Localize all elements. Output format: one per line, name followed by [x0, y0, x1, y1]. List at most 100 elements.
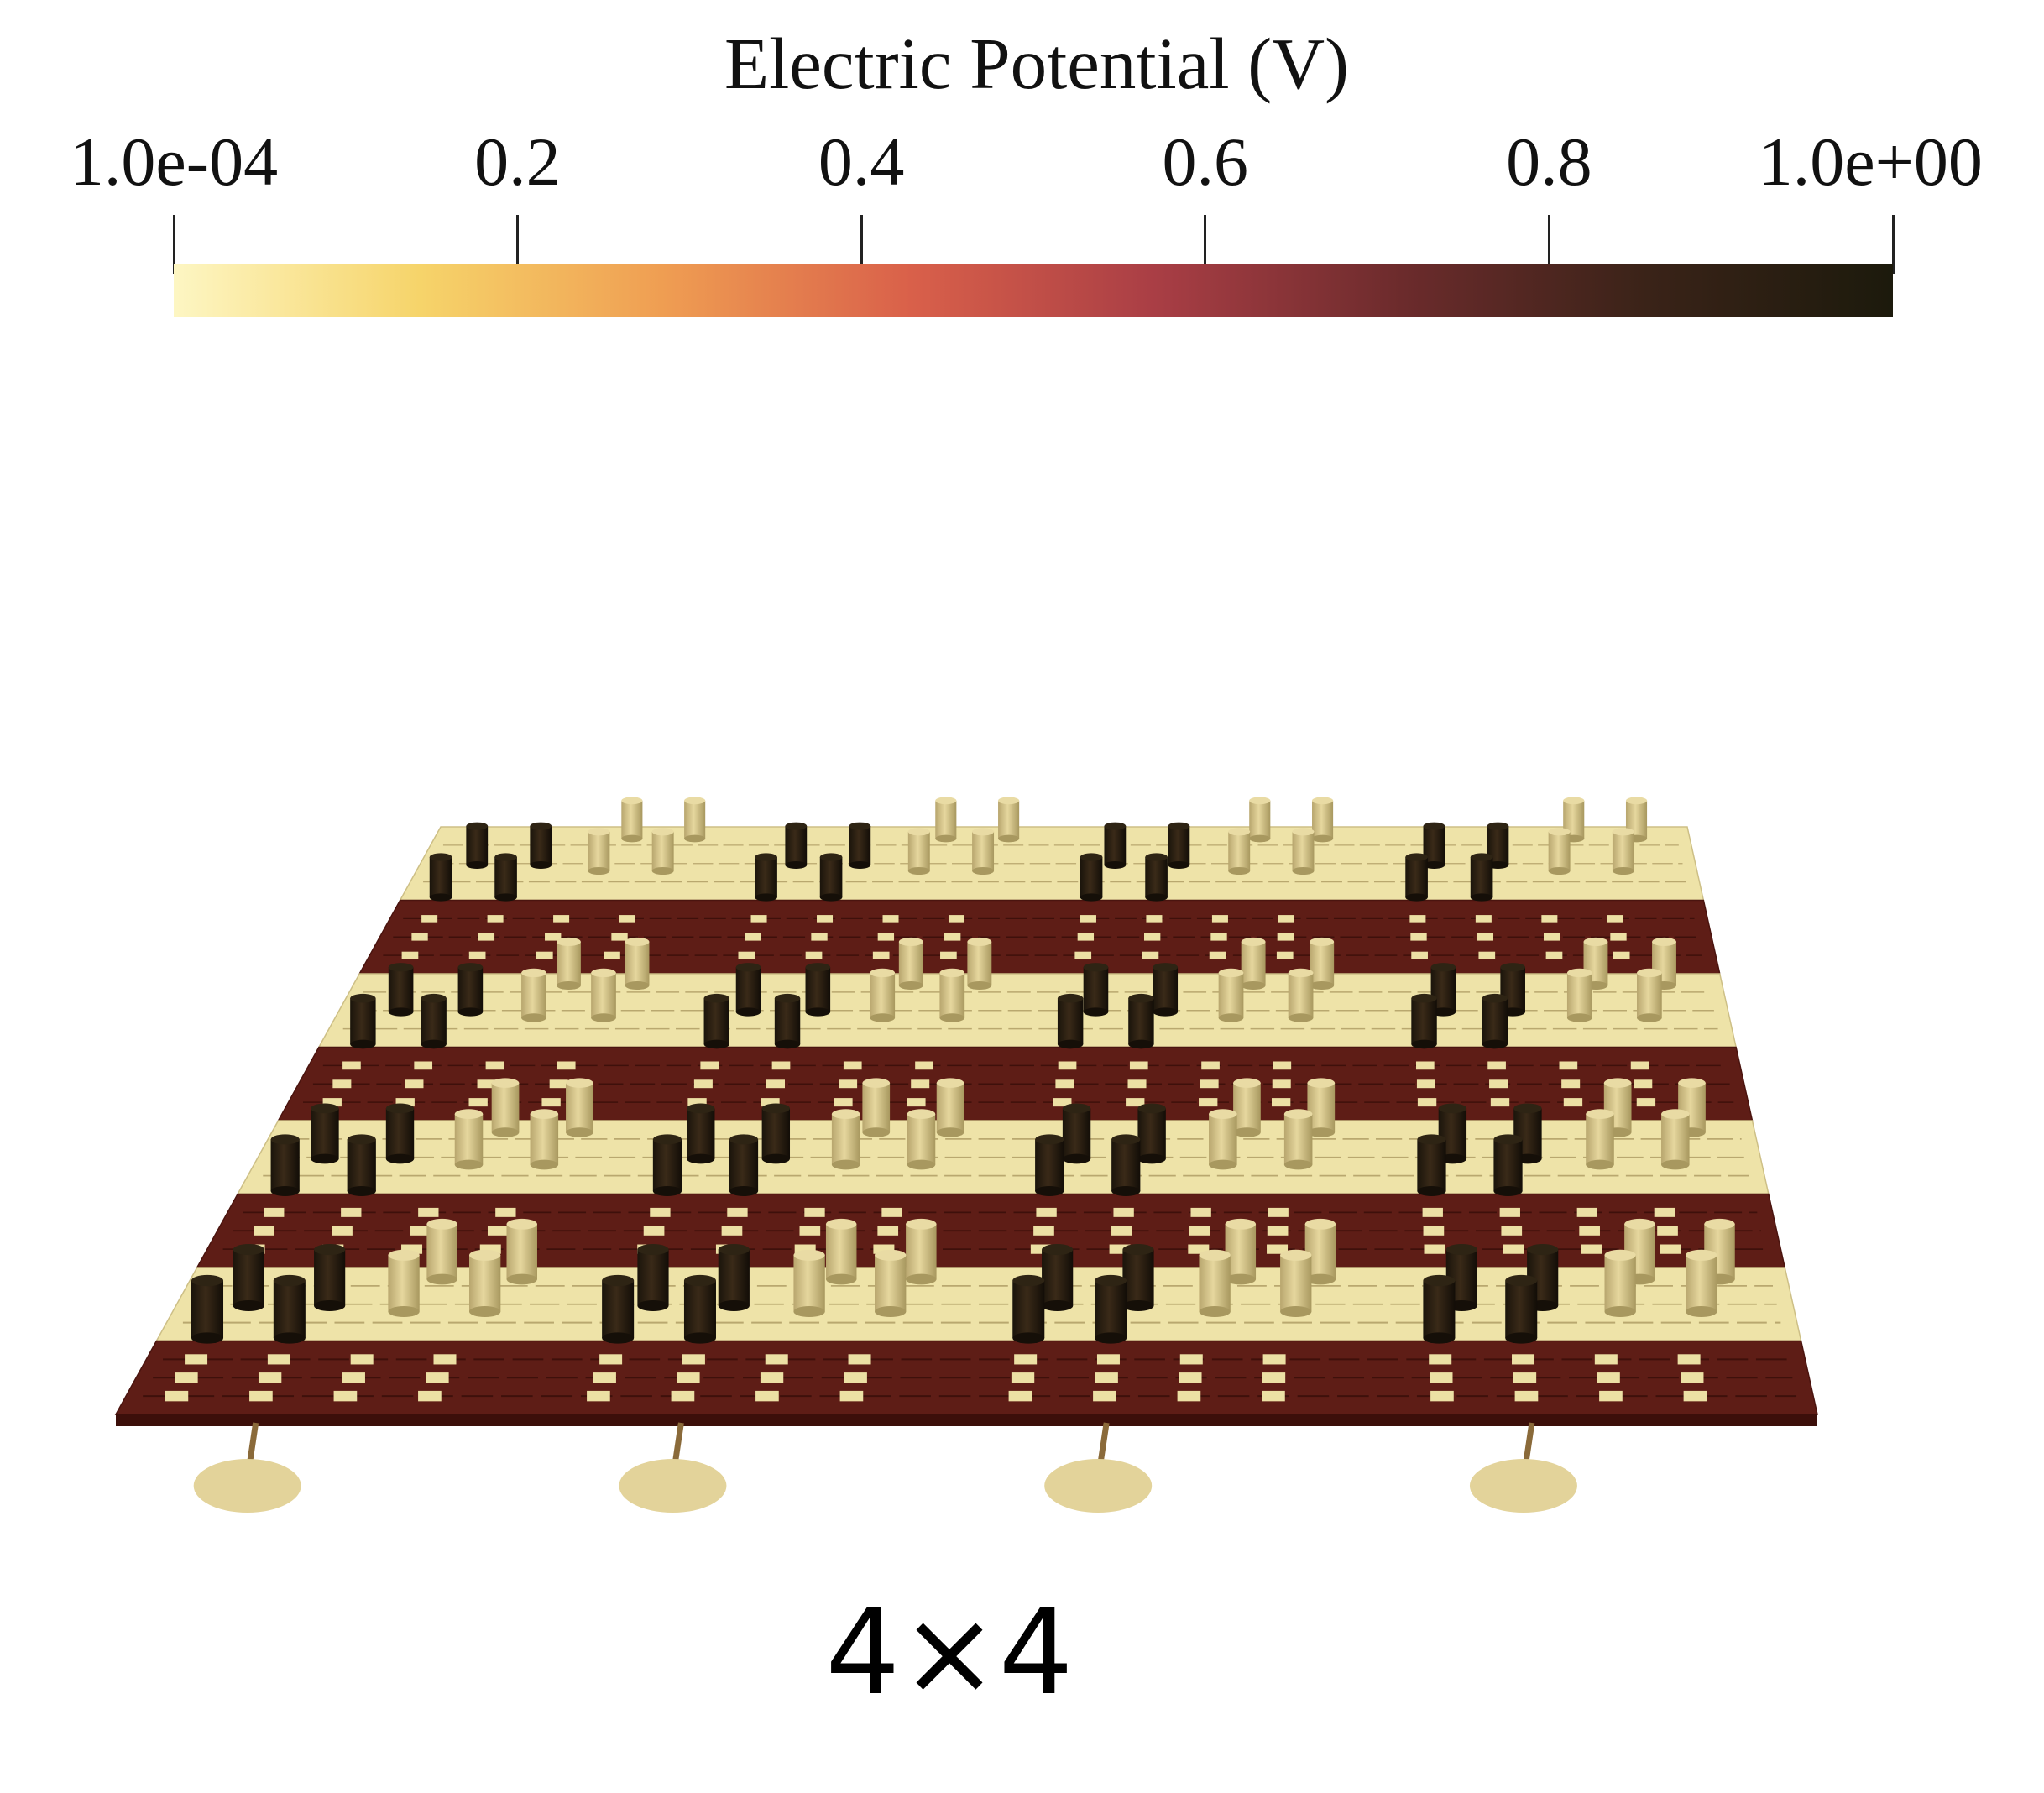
low-potential-pillar [1233, 1083, 1261, 1132]
low-potential-pillar [1636, 972, 1662, 1018]
contact-pad [877, 1226, 899, 1236]
pillar-cap [1292, 828, 1315, 836]
contact-pad [1190, 1207, 1211, 1217]
pillar-cap [967, 937, 992, 947]
pillar-base [388, 1305, 420, 1318]
contact-pad [1599, 1390, 1623, 1402]
substrate-plate [114, 826, 1818, 1426]
pillar-base [1042, 1299, 1074, 1312]
low-potential-pillar [1249, 800, 1271, 839]
pillar-cap [785, 822, 808, 830]
contact-pad [1146, 915, 1163, 923]
pillar-cap [347, 1134, 376, 1145]
low-potential-pillar [972, 831, 995, 871]
pillar-cap [311, 1103, 339, 1114]
high-potential-pillar [191, 1280, 224, 1338]
pillar-cap [684, 797, 706, 805]
pillar-cap [1417, 1134, 1446, 1145]
low-potential-pillar [1283, 1114, 1313, 1165]
pillar-cap [935, 797, 957, 805]
pillar-base [849, 860, 871, 870]
pillar-base [935, 834, 957, 843]
pillar-base [314, 1299, 346, 1312]
pillar-cap [1636, 968, 1662, 978]
pillar-base [1128, 1039, 1154, 1049]
contact-pad [485, 1061, 504, 1070]
high-potential-pillar [1423, 1280, 1456, 1338]
colorbar-tick-mark [1547, 215, 1550, 274]
pillar-cap [1083, 963, 1109, 972]
pillar-base [761, 1153, 791, 1164]
high-potential-pillar [1104, 826, 1127, 865]
contact-pad [495, 1207, 516, 1217]
pillar-cap [1470, 853, 1493, 861]
pillar-base [819, 893, 843, 902]
pillar-base [588, 866, 610, 876]
contact-pad [1055, 1079, 1074, 1089]
contact-pad [1490, 1098, 1510, 1107]
pillar-base [907, 1159, 936, 1170]
contact-pad [761, 1098, 780, 1107]
pillar-cap [1280, 1249, 1312, 1261]
high-potential-pillar [602, 1280, 635, 1338]
contact-pad [1636, 1098, 1656, 1107]
contact-pad [1033, 1226, 1054, 1236]
pillar-cap [191, 1274, 224, 1287]
low-potential-pillar [967, 941, 992, 985]
low-potential-pillar [1280, 1255, 1312, 1312]
pillar-cap [805, 963, 831, 972]
contact-pad [1201, 1061, 1220, 1070]
pillar-base [556, 980, 581, 991]
pillar-base [1292, 866, 1315, 876]
pillar-cap [1168, 822, 1190, 830]
low-potential-pillar [566, 1083, 593, 1132]
contact-pad [1610, 933, 1627, 941]
pillar-cap [521, 968, 546, 978]
pillar-cap [1493, 1134, 1523, 1145]
pillar-base [1312, 834, 1334, 843]
pillar-base [421, 1039, 447, 1049]
pillar-cap [1423, 1274, 1456, 1287]
contact-pad [1422, 1207, 1443, 1217]
contact-pad [487, 1226, 509, 1236]
pillar-cap [388, 1249, 420, 1261]
pillar-cap [1563, 797, 1585, 805]
colorbar-tick-label-min: 1.0e-04 [69, 123, 279, 200]
pillar-base [385, 1153, 415, 1164]
pillar-base [1012, 1332, 1045, 1344]
contact-pad [677, 1372, 700, 1383]
pillar-base [652, 1186, 682, 1196]
high-potential-pillar [1035, 1139, 1064, 1191]
pillar-base [1482, 1039, 1508, 1049]
pillar-cap [939, 968, 965, 978]
contact-pad [395, 1098, 415, 1107]
pillar-base [735, 1007, 761, 1017]
pillar-electrodes [191, 797, 1735, 1344]
high-potential-pillar [347, 1139, 376, 1191]
pillar-base [270, 1186, 300, 1196]
low-potential-pillar [870, 972, 896, 1018]
contact-pad [604, 951, 620, 959]
pillar-base [687, 1153, 715, 1164]
contact-pad [421, 915, 438, 923]
contact-pad [1144, 933, 1161, 941]
pillar-base [793, 1305, 825, 1318]
high-potential-pillar [1482, 998, 1508, 1044]
pillar-cap [998, 797, 1020, 805]
contact-pad [1630, 1061, 1649, 1070]
high-potential-pillar [1083, 967, 1109, 1012]
contact-pad [333, 1390, 358, 1402]
contact-pad [1276, 951, 1294, 959]
pillar-base [1095, 1332, 1127, 1344]
contact-pad [1657, 1226, 1678, 1236]
pillar-base [831, 1159, 860, 1170]
low-potential-pillar [1566, 972, 1592, 1018]
pillar-base [1493, 1186, 1523, 1196]
contact-pad [1416, 1079, 1435, 1089]
pillar-base [907, 866, 930, 876]
contact-pad [549, 1079, 568, 1089]
pillar-cap [703, 993, 729, 1003]
pillar-base [1233, 1127, 1261, 1137]
pillar-cap [421, 993, 447, 1003]
pillar-base [1411, 1039, 1437, 1049]
